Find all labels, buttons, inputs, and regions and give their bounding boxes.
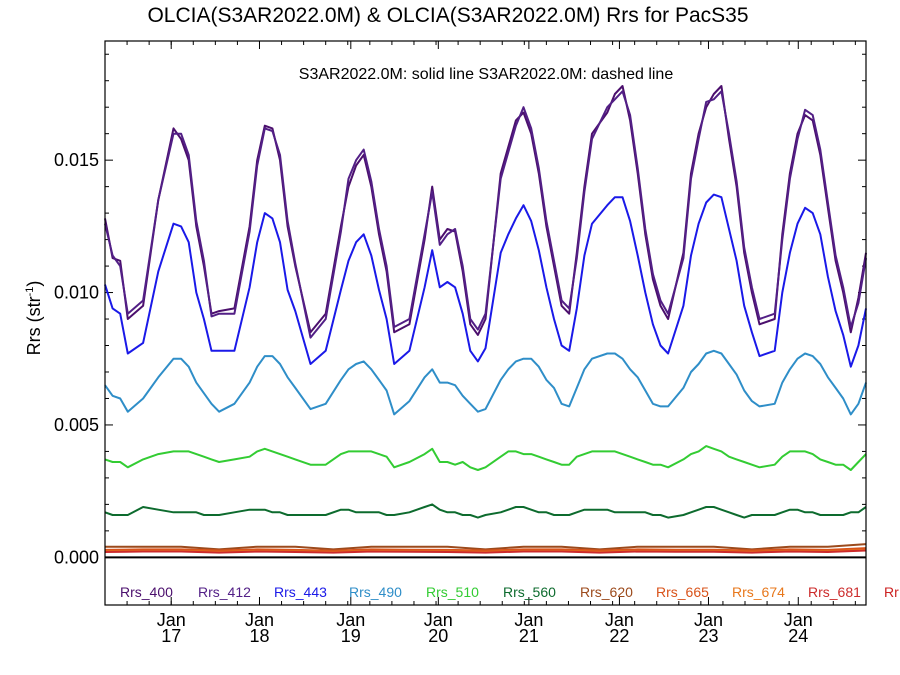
- series-line-rrs-443: [104, 193, 867, 368]
- chart-title: OLCIA(S3AR2022.0M) & OLCIA(S3AR2022.0M) …: [147, 4, 748, 27]
- legend: Rrs_400 Rrs_412 Rrs_443 Rrs_490 Rrs_510 Rrs_5…: [120, 584, 861, 600]
- x-tick-year: 23: [698, 626, 718, 646]
- x-tick-year: 17: [161, 626, 181, 646]
- x-tick-month: Jan: [336, 610, 365, 630]
- series-line-rrs-681: [104, 549, 867, 554]
- y-axis-label-sup: -1: [24, 287, 36, 297]
- legend-item-rrs-665: Rrs_665: [656, 584, 709, 600]
- series-line-rrs-665: [104, 547, 867, 552]
- x-tick-month: Jan: [157, 610, 186, 630]
- y-tick-label: 0.010: [54, 283, 99, 303]
- series-line-rrs-620: [105, 543, 867, 551]
- x-tick-month: Jan: [514, 610, 543, 630]
- y-axis-label-end: ): [24, 281, 44, 287]
- x-tick-month: Jan: [424, 610, 453, 630]
- x-tick-year: 20: [428, 626, 448, 646]
- y-axis-label: Rrs (str-1): [24, 281, 44, 356]
- legend-item-rrs-620: Rrs_620: [580, 584, 633, 600]
- x-tick-year: 22: [609, 626, 629, 646]
- x-tick-month: Jan: [605, 610, 634, 630]
- x-tick-year: 21: [519, 626, 539, 646]
- legend-item-rrs-560: Rrs_560: [503, 584, 556, 600]
- series-line-rrs-490: [104, 349, 867, 416]
- plot-frame: [104, 40, 867, 606]
- series-line-rrs-412: [104, 90, 867, 339]
- series-line-rrs-510: [104, 445, 867, 471]
- y-tick-label: 0.000: [54, 547, 99, 567]
- y-axis-ticks: 0.000 0.005 0.010 0.015: [54, 53, 866, 567]
- series-lines: [104, 85, 867, 559]
- legend-item-rrs-400: Rrs_400: [120, 584, 173, 600]
- x-tick-month: Jan: [784, 610, 813, 630]
- legend-item-rrs-674: Rrs_674: [732, 584, 785, 600]
- legend-item-rrs-412: Rrs_412: [198, 584, 251, 600]
- y-tick-label: 0.015: [54, 150, 99, 170]
- series-line-rrs-560: [104, 503, 867, 519]
- chart-annotation: S3AR2022.0M: solid line S3AR2022.0M: das…: [299, 66, 674, 83]
- x-tick-month: Jan: [694, 610, 723, 630]
- series-line-rrs-400: [104, 85, 867, 336]
- y-tick-label: 0.005: [54, 415, 99, 435]
- legend-label-truncated: Rr: [884, 584, 899, 600]
- legend-item-rrs-681: Rrs_681: [808, 584, 861, 600]
- x-tick-year: 19: [341, 626, 361, 646]
- legend-item-rrs-490: Rrs_490: [349, 584, 402, 600]
- legend-item-rrs-443: Rrs_443: [274, 584, 327, 600]
- y-axis-label-main: Rrs (str: [24, 296, 44, 355]
- x-tick-month: Jan: [245, 610, 274, 630]
- legend-item-rrs-510: Rrs_510: [426, 584, 479, 600]
- x-tick-year: 24: [788, 626, 808, 646]
- x-tick-year: 18: [249, 626, 269, 646]
